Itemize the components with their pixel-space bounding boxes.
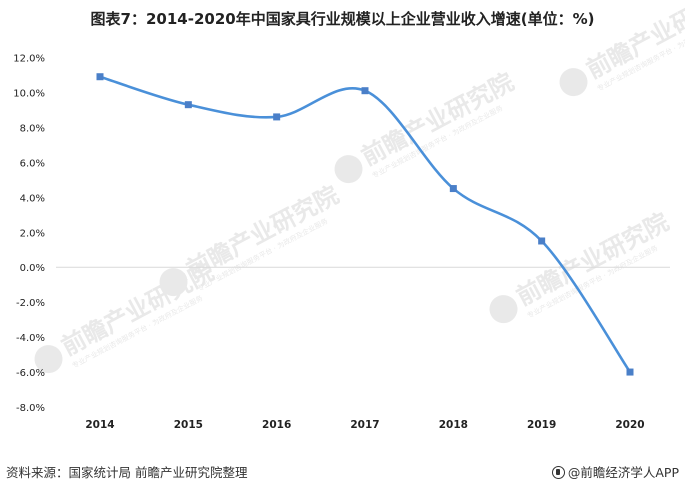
watermark-logo-icon <box>489 295 518 324</box>
data-point-marker <box>361 87 369 95</box>
watermark-logo-icon <box>334 155 363 184</box>
y-tick-label: 0.0% <box>20 263 45 274</box>
brand-text: @前瞻经济学人APP <box>567 465 679 480</box>
data-point-marker <box>538 237 546 245</box>
brand-logo-icon <box>551 466 565 479</box>
chart-title: 图表7：2014-2020年中国家具行业规模以上企业营业收入增速(单位：%) <box>90 10 595 28</box>
y-tick-label: -6.0% <box>16 368 45 379</box>
x-tick-label: 2015 <box>174 419 203 431</box>
watermark-text: 前瞻产业研究院 <box>512 208 673 312</box>
y-tick-label: 12.0% <box>13 54 45 65</box>
y-tick-label: 10.0% <box>13 88 45 99</box>
x-tick-label: 2019 <box>527 419 556 431</box>
series-line <box>98 75 632 374</box>
x-tick-label: 2018 <box>439 419 468 431</box>
y-tick-label: -8.0% <box>16 403 45 414</box>
watermark-text: 前瞻产业研究院 <box>182 181 343 285</box>
y-tick-label: -4.0% <box>16 333 45 344</box>
series <box>96 73 634 376</box>
axes: 12.0% 10.0% 8.0% 6.0% 4.0% 2.0% 0.0% -2.0% -4.0%… <box>13 54 670 431</box>
footer: 资料来源：国家统计局 前瞻产业研究院整理 @前瞻经济学人APP <box>6 462 679 484</box>
data-point-marker <box>626 368 634 376</box>
watermark-logo-icon <box>559 68 588 97</box>
data-point-marker <box>273 113 281 121</box>
brand-credit: @前瞻经济学人APP <box>551 462 679 481</box>
source-note: 资料来源：国家统计局 前瞻产业研究院整理 <box>6 465 248 480</box>
data-point-marker <box>184 101 192 109</box>
watermark-logo-icon <box>34 345 63 374</box>
watermark-logo-icon <box>159 268 188 297</box>
y-tick-label: 2.0% <box>20 228 45 239</box>
x-tick-label: 2014 <box>85 419 114 431</box>
x-tick-label: 2020 <box>615 419 644 431</box>
y-tick-label: 4.0% <box>20 193 45 204</box>
watermark-text: 前瞻产业研究院 <box>357 68 518 172</box>
y-tick-label: 6.0% <box>20 158 45 169</box>
y-tick-label: 8.0% <box>20 123 45 134</box>
x-tick-label: 2017 <box>350 419 379 431</box>
x-tick-label: 2016 <box>262 419 291 431</box>
data-point-marker <box>449 185 457 193</box>
data-point-marker <box>96 73 104 81</box>
y-tick-label: -2.0% <box>16 298 45 309</box>
